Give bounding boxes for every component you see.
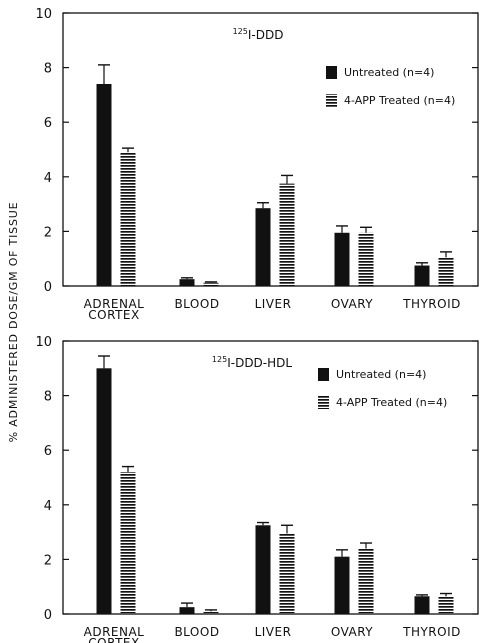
title-text: I-DDD <box>248 28 284 42</box>
title-text: I-DDD-HDL <box>227 356 292 370</box>
y-tick-label: 10 <box>35 7 52 22</box>
y-tick-label: 2 <box>44 553 52 568</box>
bar-untreated-4 <box>414 265 430 286</box>
x-tick-label: CORTEX <box>88 636 139 643</box>
legend-label-treated: 4-APP Treated (n=4) <box>336 396 447 409</box>
bar-untreated-0 <box>96 83 112 286</box>
legend-swatch-untreated <box>326 66 337 79</box>
x-tick-label: LIVER <box>255 625 292 639</box>
y-tick-label: 6 <box>44 444 52 459</box>
bar-untreated-1 <box>179 279 195 286</box>
y-tick-label: 0 <box>44 608 52 623</box>
y-tick-label: 10 <box>35 335 52 350</box>
legend-swatch-treated <box>318 396 329 409</box>
legend-label-treated: 4-APP Treated (n=4) <box>344 94 455 107</box>
bar-untreated-2 <box>255 525 271 614</box>
bar-untreated-3 <box>334 232 350 286</box>
legend-label-untreated: Untreated (n=4) <box>336 368 426 381</box>
x-tick-label: THYROID <box>402 297 461 311</box>
x-tick-label: THYROID <box>402 625 461 639</box>
x-tick-label: ADRENAL <box>84 625 145 639</box>
y-tick-label: 4 <box>44 499 52 514</box>
bar-treated-4 <box>438 257 454 286</box>
x-tick-label: OVARY <box>331 297 373 311</box>
bar-untreated-0 <box>96 368 112 614</box>
legend-label-untreated: Untreated (n=4) <box>344 66 434 79</box>
bar-treated-0 <box>120 472 136 614</box>
y-axis-label: % ADMINISTERED DOSE/GM OF TISSUE <box>7 202 20 443</box>
y-tick-label: 6 <box>44 116 52 131</box>
y-tick-label: 4 <box>44 171 52 186</box>
title-superscript: 125 <box>212 355 227 364</box>
bar-untreated-3 <box>334 556 350 614</box>
bar-treated-0 <box>120 152 136 286</box>
bar-treated-1 <box>203 282 219 286</box>
bar-treated-2 <box>279 183 295 286</box>
bar-untreated-2 <box>255 208 271 286</box>
x-tick-label: BLOOD <box>174 297 219 311</box>
bar-treated-3 <box>358 548 374 614</box>
panel-title: 125I-DDD <box>233 27 284 42</box>
bar-treated-4 <box>438 596 454 614</box>
y-tick-label: 0 <box>44 280 52 295</box>
y-tick-label: 8 <box>44 62 52 77</box>
bar-treated-3 <box>358 232 374 286</box>
legend-swatch-treated <box>326 94 337 107</box>
y-tick-label: 8 <box>44 390 52 405</box>
bar-untreated-4 <box>414 596 430 614</box>
y-tick-label: 2 <box>44 225 52 240</box>
bar-treated-1 <box>203 611 219 614</box>
x-tick-label: ADRENAL <box>84 297 145 311</box>
x-tick-label: OVARY <box>331 625 373 639</box>
panel-title: 125I-DDD-HDL <box>212 355 292 370</box>
bar-untreated-1 <box>179 607 195 614</box>
x-tick-label: BLOOD <box>174 625 219 639</box>
bar-treated-2 <box>279 533 295 614</box>
x-tick-label: LIVER <box>255 297 292 311</box>
legend-swatch-untreated <box>318 368 329 381</box>
x-tick-label: CORTEX <box>88 308 139 322</box>
title-superscript: 125 <box>233 27 248 36</box>
